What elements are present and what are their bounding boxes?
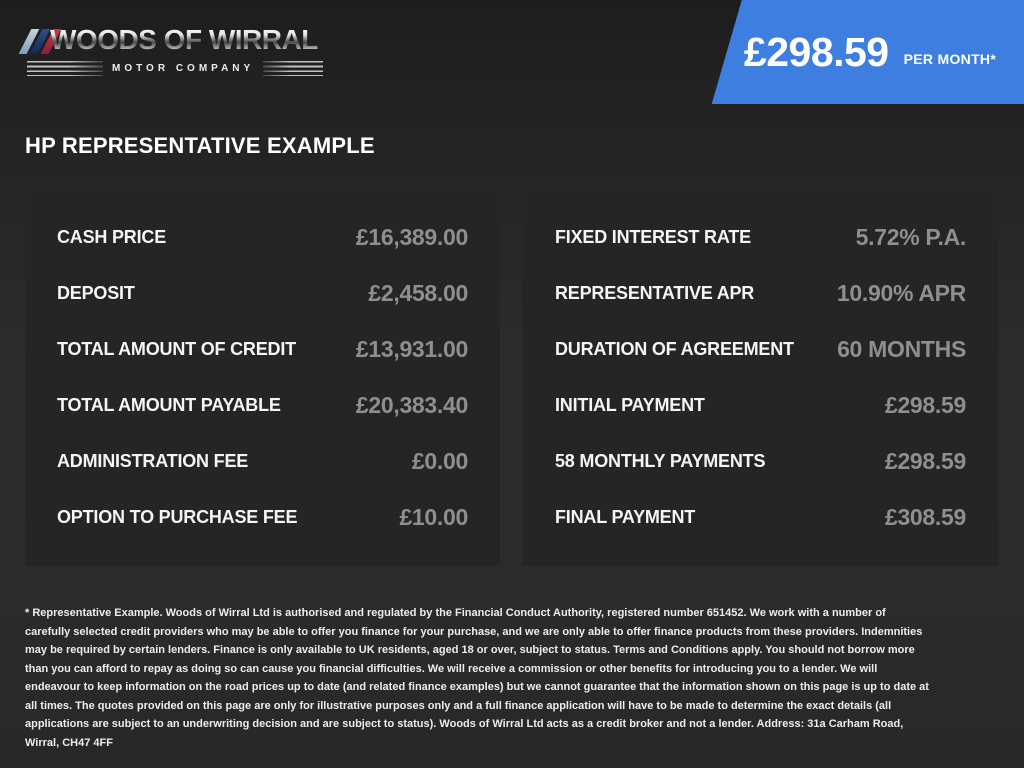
finance-row: TOTAL AMOUNT OF CREDIT £13,931.00 (57, 321, 468, 377)
finance-value: £0.00 (411, 447, 468, 474)
finance-label: INITIAL PAYMENT (555, 394, 705, 415)
finance-value: £10.00 (399, 503, 468, 530)
finance-label: OPTION TO PURCHASE FEE (57, 506, 298, 527)
finance-label: 58 MONTHLY PAYMENTS (555, 450, 766, 471)
finance-value: £20,383.40 (355, 391, 468, 418)
brand-logo: WOODS OF WIRRAL MOTOR COMPANY (18, 24, 324, 76)
finance-label: ADMINISTRATION FEE (57, 450, 249, 471)
finance-label: TOTAL AMOUNT PAYABLE (57, 394, 281, 415)
legal-disclaimer-text: * Representative Example. Woods of Wirra… (25, 607, 929, 749)
monthly-price-banner: £298.59 PER MONTH* (711, 0, 1024, 104)
speed-lines-right-icon (263, 61, 324, 76)
finance-row: FINAL PAYMENT £308.59 (555, 489, 966, 545)
monthly-price-period: PER MONTH* (903, 51, 997, 67)
page-title: HP REPRESENTATIVE EXAMPLE (25, 133, 375, 158)
finance-value: £298.59 (884, 391, 966, 418)
finance-row: ADMINISTRATION FEE £0.00 (57, 433, 468, 489)
monthly-price-amount: £298.59 (743, 28, 889, 75)
finance-label: DEPOSIT (57, 282, 135, 303)
finance-value: £308.59 (884, 503, 966, 530)
finance-label: CASH PRICE (57, 226, 167, 247)
finance-value: £2,458.00 (368, 279, 468, 306)
brand-logo-bottom: MOTOR COMPANY (27, 61, 324, 76)
finance-row: INITIAL PAYMENT £298.59 (555, 377, 966, 433)
finance-row: OPTION TO PURCHASE FEE £10.00 (57, 489, 468, 545)
finance-row: DEPOSIT £2,458.00 (57, 265, 468, 321)
finance-label: FIXED INTEREST RATE (555, 226, 751, 247)
finance-value: £16,389.00 (355, 223, 468, 250)
brand-subtitle: MOTOR COMPANY (112, 63, 255, 74)
finance-value: £298.59 (884, 447, 966, 474)
brand-logo-top: WOODS OF WIRRAL (18, 24, 323, 56)
finance-row: 58 MONTHLY PAYMENTS £298.59 (555, 433, 966, 489)
finance-value: 10.90% APR (836, 279, 966, 306)
finance-value: 5.72% P.A. (855, 223, 967, 250)
finance-panel-right: FIXED INTEREST RATE 5.72% P.A. REPRESENT… (523, 188, 998, 566)
finance-panel-left: CASH PRICE £16,389.00 DEPOSIT £2,458.00 … (25, 188, 500, 566)
finance-row: DURATION OF AGREEMENT 60 MONTHS (555, 321, 966, 377)
finance-row: CASH PRICE £16,389.00 (57, 209, 468, 265)
finance-row: FIXED INTEREST RATE 5.72% P.A. (555, 209, 966, 265)
monthly-price-banner-inner: £298.59 PER MONTH* (712, 0, 1024, 104)
brand-name: WOODS OF WIRRAL (50, 24, 318, 55)
finance-row: REPRESENTATIVE APR 10.90% APR (555, 265, 966, 321)
finance-label: TOTAL AMOUNT OF CREDIT (57, 338, 296, 359)
finance-value: 60 MONTHS (837, 335, 966, 362)
speed-lines-left-icon (27, 61, 103, 76)
finance-label: REPRESENTATIVE APR (555, 282, 755, 303)
finance-label: DURATION OF AGREEMENT (555, 338, 794, 359)
finance-row: TOTAL AMOUNT PAYABLE £20,383.40 (57, 377, 468, 433)
finance-value: £13,931.00 (355, 335, 468, 362)
finance-label: FINAL PAYMENT (555, 506, 696, 527)
